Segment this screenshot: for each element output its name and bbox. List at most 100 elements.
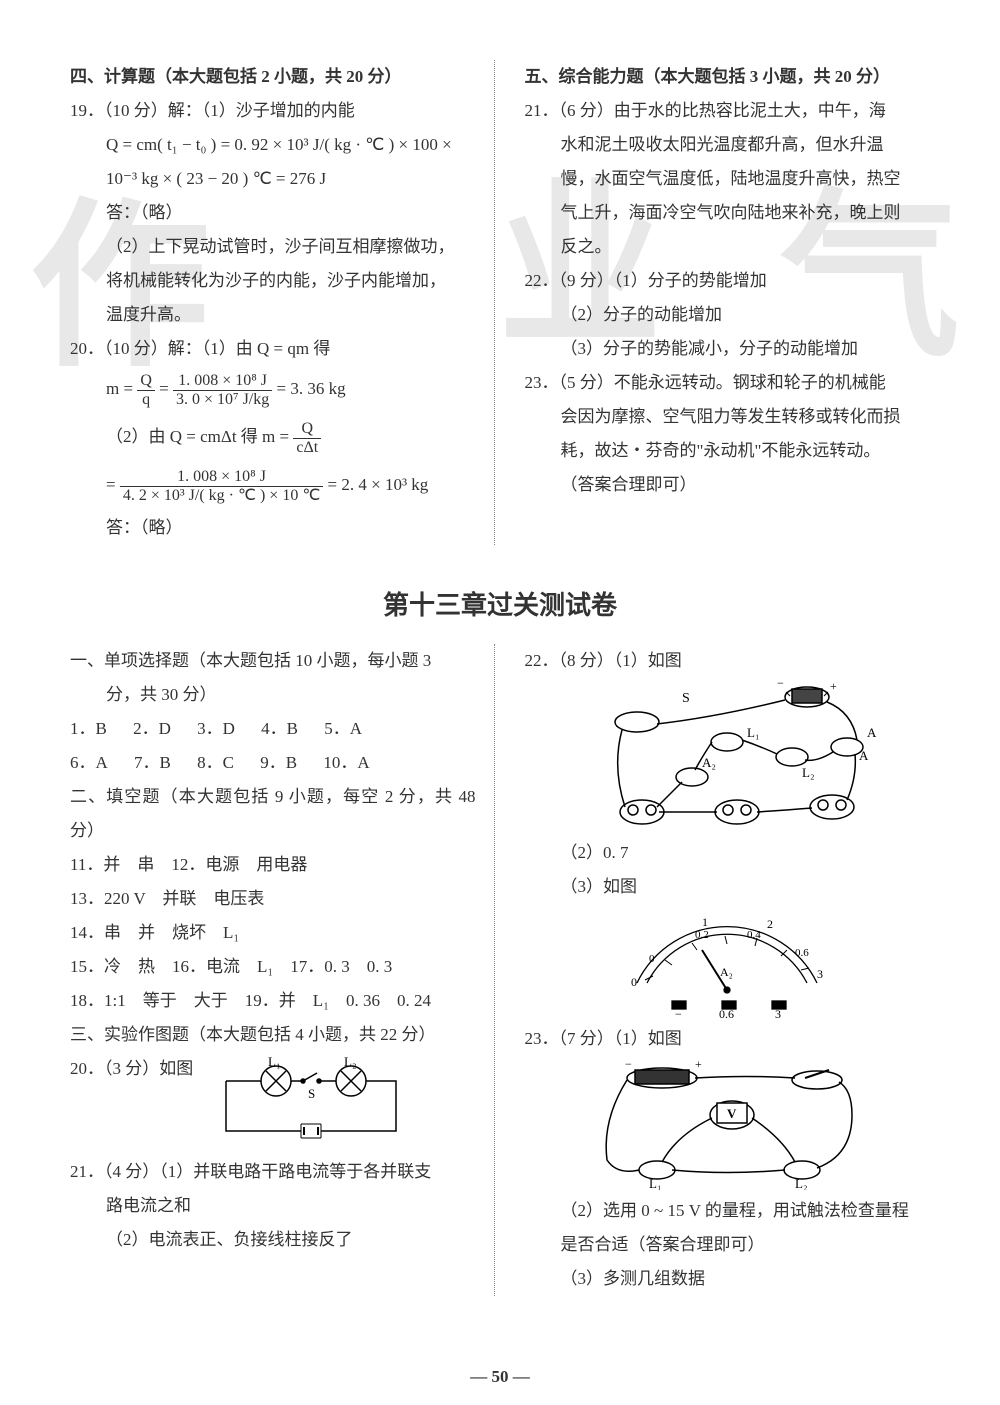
chapter-title: 第十三章过关测试卷 [70,585,930,622]
mc-answer: 6．A [70,746,108,780]
fill-answer: 13．220 V 并联 电压表 [70,882,476,916]
mc-answer: 1．B [70,712,107,746]
formula-text: （2）由 Q = cmΔt 得 m = [106,427,293,446]
fill-answer: 15．冷 热 16．电流 L₁ 17．0. 3 0. 3 [70,950,476,984]
q19-line: 答：（略） [70,196,476,230]
label-minus: − [777,682,784,690]
q21-line: （2）电流表正、负接线柱接反了 [70,1223,476,1257]
formula-text: = [106,475,120,494]
mc-answer: 8．C [197,746,234,780]
q23-line: 是否合适（答案合理即可） [525,1228,931,1262]
mc-answer: 5．A [324,712,362,746]
bottom-section: 一、单项选择题（本大题包括 10 小题，每小题 3 分，共 30 分） 1．B … [70,644,930,1296]
q20-line: 20．（3 分）如图 L₁ L₂ S [70,1052,476,1155]
q23-text: 23．（7 分）（1）如图 [525,1029,682,1048]
q20-text: 20．（3 分）如图 [70,1059,193,1078]
label-L2: L₂ [344,1056,356,1069]
section-1-header: 一、单项选择题（本大题包括 10 小题，每小题 3 [70,644,476,678]
q19-line: 19．（10 分）解：（1）沙子增加的内能 [70,94,476,128]
ammeter-diagram: 0 0 0.2 1 0.4 2 0.6 3 A₂ − 0.6 3 [607,908,847,1018]
page-number: — 50 — [0,1367,1000,1387]
label-S: S [308,1086,315,1101]
circuit-diagram-q22: S − + L₁ L₂ A₁ A₂ A [577,682,877,832]
label-L1: L₁ [268,1056,280,1069]
section-1-header-cont: 分，共 30 分） [70,678,476,712]
top-right-column: 五、综合能力题（本大题包括 3 小题，共 20 分） 21．（6 分）由于水的比… [515,60,931,545]
fraction: Qq [137,372,155,408]
mc-answer: 10．A [323,746,369,780]
label-plus: + [695,1060,702,1071]
tick-label: 0.6 [795,947,809,959]
mc-answer: 9．B [260,746,297,780]
q22-line: （3）如图 [525,870,931,904]
tick-label: 1 [702,915,708,929]
fill-answer: 18．1:1 等于 大于 19．并 L₁ 0. 36 0. 24 [70,984,476,1018]
tick-label: 0.2 [695,929,709,941]
formula-text: = 3. 36 kg [277,379,346,398]
section-2-header: 二、填空题（本大题包括 9 小题，每空 2 分，共 48 分） [70,780,476,848]
section-3-header: 三、实验作图题（本大题包括 4 小题，共 22 分） [70,1018,476,1052]
bottom-left-column: 一、单项选择题（本大题包括 10 小题，每小题 3 分，共 30 分） 1．B … [70,644,495,1296]
q19-line: 将机械能转化为沙子的内能，沙子内能增加， [70,264,476,298]
page-content: 四、计算题（本大题包括 2 小题，共 20 分） 19．（10 分）解：（1）沙… [70,60,930,1296]
label-L2: L₂ [802,765,814,780]
fill-answer: 11．并 串 12．电源 用电器 [70,848,476,882]
q22-line: （3）分子的势能减小，分子的动能增加 [525,332,931,366]
mc-answer: 4．B [261,712,298,746]
label-plus: + [830,682,837,693]
terminal-label: 3 [775,1007,781,1018]
tick-label: 3 [817,967,823,981]
tick-label: 0 [649,953,655,965]
circuit-diagram-q23: − + V L₁ L₂ [577,1060,877,1190]
fraction: QcΔt [293,420,321,456]
terminal-label: − [675,1007,682,1018]
q23-line: 耗，故达・芬奇的"永动机"不能永远转动。 [525,434,931,468]
label-A2: A₂ [702,755,716,770]
q23-line: 23．（7 分）（1）如图 [525,1022,931,1056]
label-L1: L₁ [649,1176,661,1190]
q22-text: （3）如图 [561,877,638,896]
mc-answer: 2．D [133,712,171,746]
q23-line: （3）多测几组数据 [525,1262,931,1296]
fraction: 1. 008 × 10⁸ J3. 0 × 10⁷ J/kg [173,372,272,408]
top-section: 四、计算题（本大题包括 2 小题，共 20 分） 19．（10 分）解：（1）沙… [70,60,930,545]
q19-line: （2）上下晃动试管时，沙子间互相摩擦做功， [70,230,476,264]
q21-line: 21．（6 分）由于水的比热容比泥土大，中午，海 [525,94,931,128]
label-minus: − [625,1060,632,1071]
formula-text: = 2. 4 × 10³ kg [328,475,429,494]
label-S: S [682,691,690,706]
tick-label: 2 [767,917,773,931]
q19-line: Q = cm( t₁ − t₀ ) = 0. 92 × 10³ J/( kg ·… [70,128,476,162]
formula-text: = [159,379,173,398]
fill-answer: 14．串 并 烧坏 L₁ [70,916,476,950]
q21-line: 气上升，海面冷空气吹向陆地来补充，晚上则 [525,196,931,230]
q23-line: 23．（5 分）不能永远转动。钢球和轮子的机械能 [525,366,931,400]
q22-line: （2）0. 7 [525,836,931,870]
top-left-column: 四、计算题（本大题包括 2 小题，共 20 分） 19．（10 分）解：（1）沙… [70,60,495,545]
label-A1: A₁ [867,725,877,740]
tick-label: 0.4 [747,929,761,941]
q23-line: （2）选用 0 ~ 15 V 的量程，用试触法检查量程 [525,1194,931,1228]
label-A: A [859,748,869,763]
section-4-header: 四、计算题（本大题包括 2 小题，共 20 分） [70,60,476,94]
label-V: V [727,1106,737,1121]
formula-text: m = [106,379,137,398]
q22-line: （2）分子的动能增加 [525,298,931,332]
q21-line: 水和泥土吸收太阳光温度都升高，但水升温 [525,128,931,162]
q20-line: 20．（10 分）解：（1）由 Q = qm 得 [70,332,476,366]
label-L2: L₂ [795,1176,807,1190]
mc-answer-row: 6．A 7．B 8．C 9．B 10．A [70,746,476,780]
terminal-label: 0.6 [719,1007,734,1018]
q21-line: 21．（4 分）（1）并联电路干路电流等于各并联支 [70,1155,476,1189]
mc-answer-row: 1．B 2．D 3．D 4．B 5．A [70,712,476,746]
circuit-diagram-q20: L₁ L₂ S [206,1056,416,1151]
fraction: 1. 008 × 10⁸ J4. 2 × 10³ J/( kg · ℃ ) × … [120,468,323,504]
q22-line: 22．（8 分）（1）如图 [525,644,931,678]
q22-line: 22．（9 分）（1）分子的势能增加 [525,264,931,298]
q21-line: 慢，水面空气温度低，陆地温度升高快，热空 [525,162,931,196]
mc-answer: 3．D [197,712,235,746]
tick-label: 0 [631,975,637,989]
q19-line: 10⁻³ kg × ( 23 − 20 ) ℃ = 276 J [70,162,476,196]
q20-line: （2）由 Q = cmΔt 得 m = QcΔt [70,414,476,462]
q20-formula: = 1. 008 × 10⁸ J4. 2 × 10³ J/( kg · ℃ ) … [70,462,476,510]
